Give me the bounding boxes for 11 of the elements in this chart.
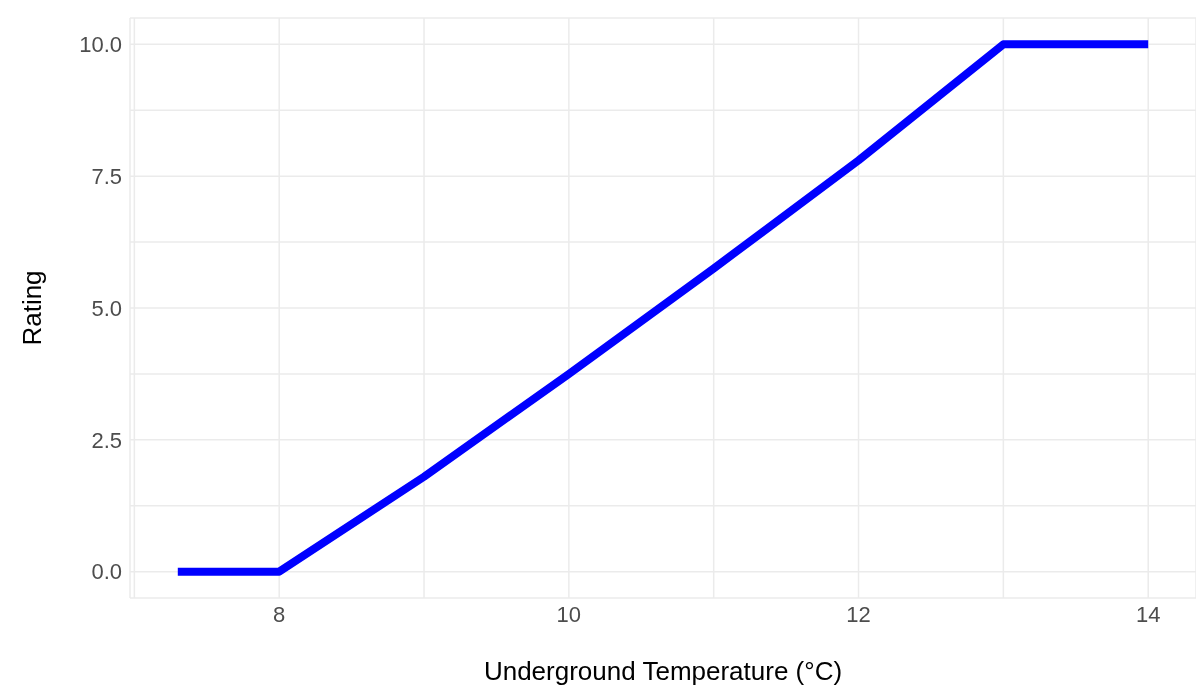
y-tick-label: 7.5 bbox=[91, 163, 122, 189]
x-axis-title: Underground Temperature (°C) bbox=[483, 656, 843, 686]
x-tick-label: 14 bbox=[1135, 601, 1161, 627]
x-tick-label: 8 bbox=[273, 601, 286, 627]
y-tick-label: 2.5 bbox=[91, 427, 122, 453]
y-tick-label: 0.0 bbox=[91, 559, 122, 585]
y-tick-label: 5.0 bbox=[91, 295, 122, 321]
x-tick-label: 12 bbox=[846, 601, 871, 627]
y-tick-label: 10.0 bbox=[79, 32, 122, 58]
x-tick-label: 10 bbox=[556, 601, 582, 627]
y-axis-title: Rating bbox=[17, 270, 48, 346]
